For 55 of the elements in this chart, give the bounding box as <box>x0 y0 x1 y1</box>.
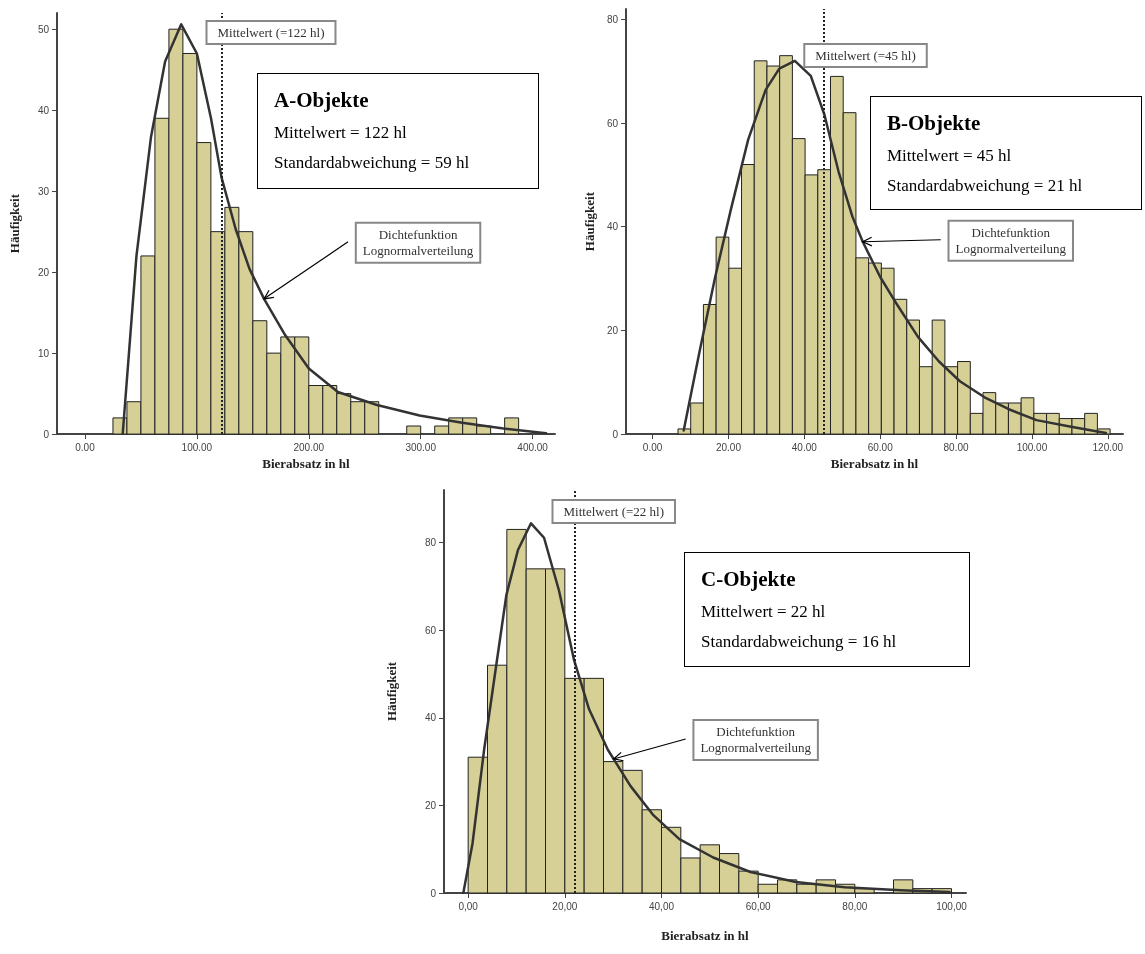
info-box: B-Objekte Mittelwert = 45 hl Standardabweichung = 21 hl <box>870 96 1142 210</box>
annotation: Standardabweichung = 16 hl <box>701 631 898 653</box>
y-tick-label: 10 <box>37 347 50 359</box>
x-axis-title: Bierabsatz in hl <box>661 928 750 943</box>
x-tick-label: 100.00 <box>181 441 213 453</box>
annotation: Mittelwert = 122 hl <box>274 122 408 144</box>
ref-line-label: Mittelwert (=122 hl) <box>217 25 325 40</box>
y-tick-label: 80 <box>424 537 437 549</box>
y-axis-title: Häufigkeit <box>7 193 22 254</box>
x-tick-label: 20,00 <box>552 900 578 912</box>
x-tick-label: 0.00 <box>75 441 96 453</box>
x-tick-label: 80.00 <box>943 441 970 453</box>
y-tick-label: 20 <box>37 266 50 278</box>
ref-line-label: Mittelwert (=45 hl) <box>815 48 916 63</box>
x-tick-label: 200.00 <box>293 441 325 453</box>
ref-line-label: Mittelwert (=22 hl) <box>563 504 664 519</box>
x-tick-label: 80,00 <box>842 900 868 912</box>
annotation: Dichtefunktion Lognormalverteilung <box>362 227 474 259</box>
info-box: A-Objekte Mittelwert = 122 hl Standardabweichung = 59 hl <box>257 73 539 189</box>
x-tick-label: 0,00 <box>458 900 479 912</box>
x-tick-label: 100.00 <box>1016 441 1048 453</box>
x-tick-label: 20.00 <box>715 441 742 453</box>
x-tick-label: 40.00 <box>791 441 818 453</box>
y-tick-label: 60 <box>606 117 619 129</box>
x-axis-title: Bierabsatz in hl <box>262 456 351 471</box>
y-tick-label: 60 <box>424 624 437 636</box>
y-axis-title: Häufigkeit <box>582 191 597 252</box>
y-tick-label: 0 <box>43 428 50 440</box>
annotation: Standardabweichung = 21 hl <box>887 175 1084 197</box>
y-axis-title: Häufigkeit <box>384 661 399 722</box>
annotation: Mittelwert = 22 hl <box>701 601 827 623</box>
annotation: Dichtefunktion Lognormalverteilung <box>700 724 812 756</box>
x-axis-title: Bierabsatz in hl <box>830 456 919 471</box>
x-tick-label: 100,00 <box>936 900 968 912</box>
x-tick-label: 300.00 <box>405 441 437 453</box>
x-tick-label: 120.00 <box>1092 441 1124 453</box>
y-tick-label: 80 <box>606 13 619 25</box>
y-tick-label: 30 <box>37 185 50 197</box>
y-tick-label: 40 <box>424 712 437 724</box>
annotation: Dichtefunktion Lognormalverteilung <box>955 225 1067 257</box>
y-tick-label: 50 <box>37 23 50 35</box>
y-tick-label: 0 <box>430 887 437 899</box>
y-tick-label: 20 <box>424 799 437 811</box>
y-tick-label: 40 <box>37 104 50 116</box>
x-tick-label: 0.00 <box>642 441 663 453</box>
annotation: Standardabweichung = 59 hl <box>274 152 471 174</box>
annotation: Mittelwert = 45 hl <box>887 145 1013 167</box>
x-tick-label: 400.00 <box>517 441 549 453</box>
x-tick-label: 60,00 <box>745 900 772 912</box>
x-tick-label: 40,00 <box>648 900 675 912</box>
info-box: C-Objekte Mittelwert = 22 hl Standardabweichung = 16 hl <box>684 552 970 667</box>
y-tick-label: 40 <box>606 221 619 233</box>
y-tick-label: 20 <box>606 324 619 336</box>
x-tick-label: 60.00 <box>867 441 894 453</box>
y-tick-label: 0 <box>612 428 619 440</box>
